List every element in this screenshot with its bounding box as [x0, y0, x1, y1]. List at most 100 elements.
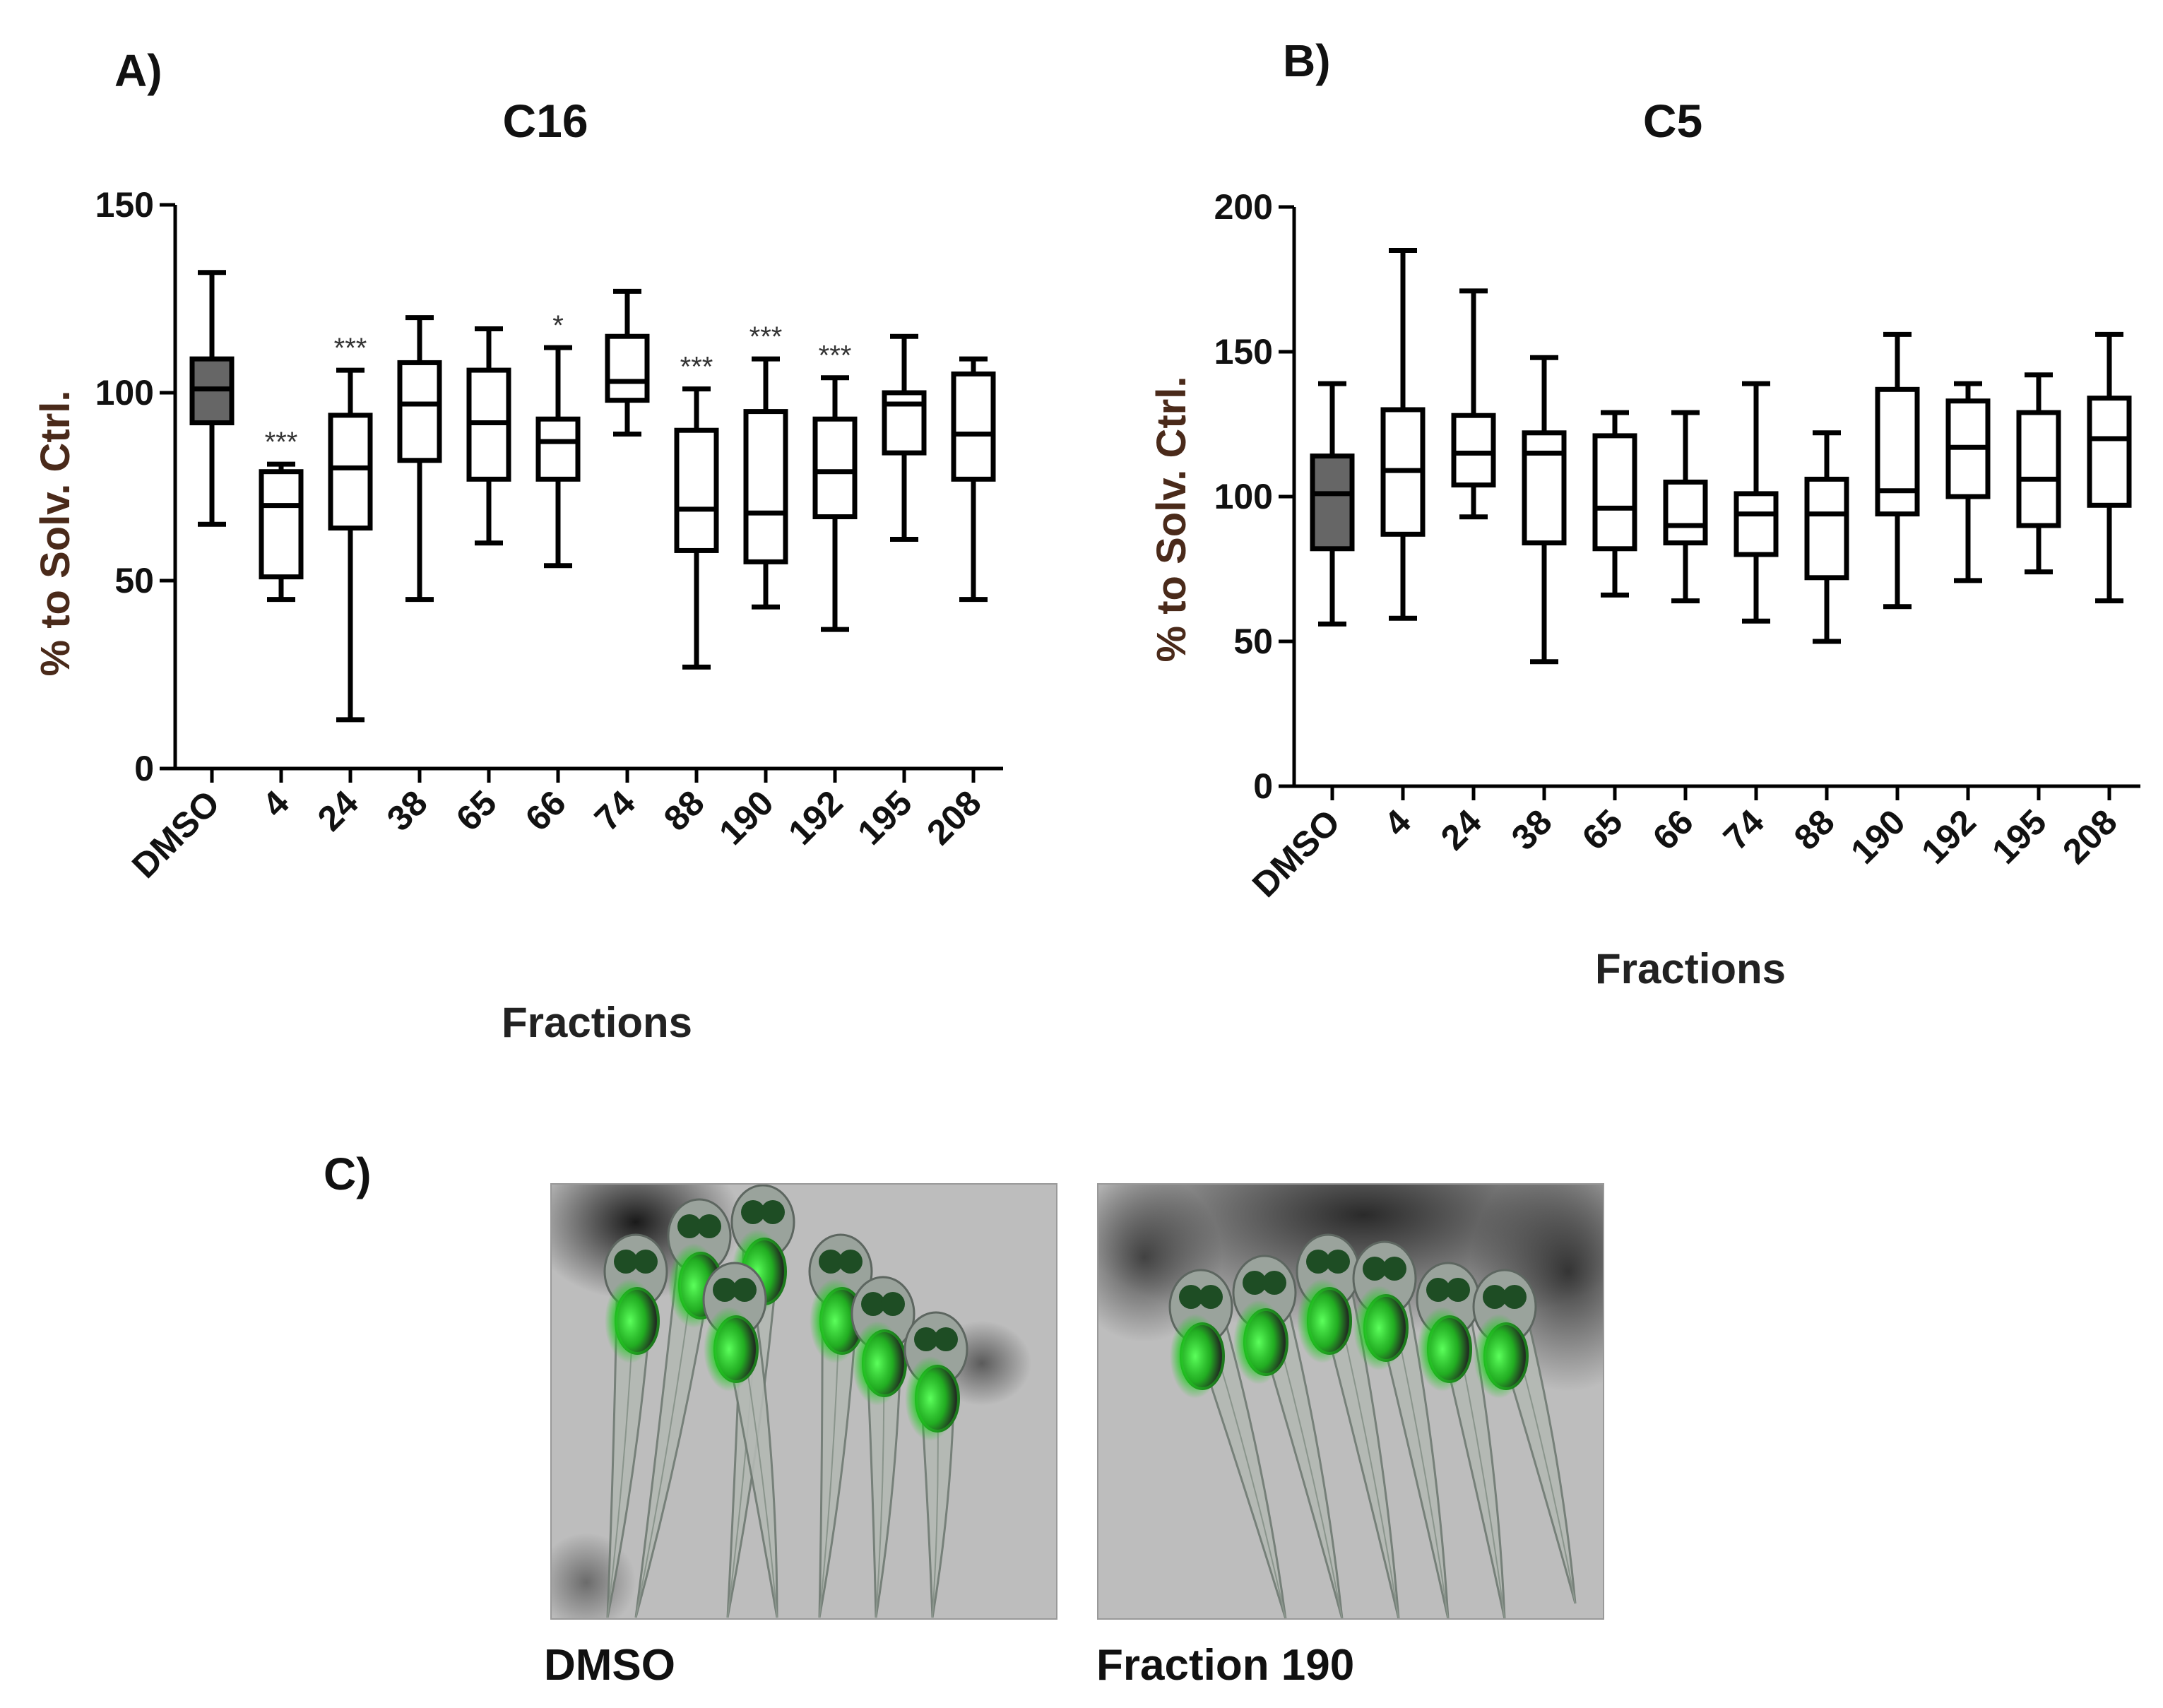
box-195 [882, 333, 927, 542]
x-tick-label: 74 [587, 783, 643, 838]
y-tick-label: 100 [1214, 477, 1273, 516]
x-tick-label: 192 [781, 783, 851, 853]
micrograph-fraction-190 [1098, 1184, 1604, 1619]
larva [903, 1311, 968, 1618]
x-tick-label: 65 [449, 783, 504, 838]
y-axis-title: % to Solv. Ctrl. [32, 391, 78, 677]
box-4: *** [259, 427, 304, 603]
y-tick-label: 0 [134, 749, 154, 788]
box-190 [1875, 331, 1920, 610]
chart-c5: C5 % to Solv. Ctrl. Fractions 0 50 100 150 2… [1149, 95, 2140, 992]
boxes: **************** [189, 270, 996, 723]
y-ticks: 0 50 100 150 200 [1214, 187, 1294, 806]
panel-label-a: A) [114, 45, 162, 96]
box-195 [2016, 372, 2061, 575]
larva [1472, 1269, 1577, 1604]
y-tick-label: 200 [1214, 187, 1273, 227]
y-tick-label: 150 [95, 185, 154, 225]
box-192: *** [812, 340, 858, 632]
x-tick-label: 208 [2055, 802, 2125, 872]
iqr-box [951, 371, 996, 482]
box-4 [1380, 248, 1426, 621]
x-axis-title: Fractions [502, 999, 692, 1046]
panel-label-c: C) [324, 1149, 372, 1199]
x-tick-label: DMSO [124, 783, 227, 886]
iqr-box [1451, 413, 1496, 488]
x-tick-label: 195 [1984, 802, 2054, 872]
box-24: *** [328, 333, 373, 723]
x-tick-label: 190 [1843, 802, 1913, 872]
box-65 [466, 326, 511, 546]
iqr-box [1875, 386, 1920, 517]
larva [1352, 1240, 1450, 1619]
iqr-box [1663, 480, 1708, 546]
caption-dmso: DMSO [544, 1641, 675, 1690]
box-208 [2087, 331, 2132, 604]
x-ticks: DMSO 4 24 38 65 66 74 88 190 192 195 208 [124, 769, 989, 886]
significance-marker: *** [749, 321, 783, 352]
chart-c16: C16 % to Solv. Ctrl. Fractions 0 50 100 150… [32, 95, 1003, 1046]
y-tick-label: 50 [1233, 622, 1273, 661]
iqr-box [1804, 476, 1849, 581]
iqr-box [1522, 430, 1567, 546]
larvae-group [1168, 1233, 1577, 1619]
x-tick-label: 66 [1645, 802, 1701, 858]
larva [1232, 1255, 1344, 1619]
x-tick-label: 195 [850, 783, 920, 853]
boxes [1310, 248, 2132, 665]
x-tick-label: 88 [656, 783, 712, 838]
panel-label-b: B) [1283, 35, 1331, 86]
box-DMSO [1310, 381, 1355, 627]
x-tick-label: 190 [711, 783, 781, 853]
box-88 [1804, 430, 1849, 644]
larva [603, 1233, 668, 1618]
larva [1416, 1262, 1506, 1619]
box-DMSO [189, 270, 235, 527]
x-ticks: DMSO 4 24 38 65 66 74 88 190 192 195 208 [1245, 786, 2125, 905]
x-tick-label: 65 [1575, 802, 1630, 858]
x-tick-label: 4 [255, 783, 297, 824]
iqr-box [812, 416, 858, 520]
box-66 [1663, 410, 1708, 604]
chart-title: C5 [1643, 95, 1702, 147]
box-192 [1945, 381, 1991, 583]
x-tick-label: 88 [1786, 802, 1842, 858]
chart-title: C16 [502, 95, 588, 147]
x-tick-label: 38 [379, 783, 435, 838]
x-tick-label: 208 [919, 783, 989, 853]
significance-marker: *** [680, 352, 713, 383]
y-axis-title: % to Solv. Ctrl. [1149, 376, 1195, 663]
iqr-box [1592, 433, 1637, 552]
larvae-group [603, 1184, 968, 1618]
box-38 [397, 315, 442, 603]
iqr-box [2016, 410, 2061, 528]
box-65 [1592, 410, 1637, 598]
larva [851, 1276, 915, 1618]
x-axis-title: Fractions [1595, 945, 1786, 992]
larva [702, 1262, 778, 1618]
iqr-box [535, 416, 581, 482]
caption-fraction-190: Fraction 190 [1096, 1641, 1354, 1690]
x-tick-label: 24 [310, 783, 366, 838]
iqr-box [328, 413, 373, 531]
y-tick-label: 50 [114, 561, 154, 600]
significance-marker: * [552, 310, 564, 341]
iqr-box [674, 427, 719, 553]
y-ticks: 0 50 100 150 [95, 185, 175, 788]
iqr-box [605, 333, 650, 403]
box-74 [1734, 381, 1779, 624]
y-tick-label: 100 [95, 373, 154, 413]
x-tick-label: 24 [1433, 802, 1489, 858]
iqr-box [2087, 396, 2132, 508]
iqr-box [397, 360, 442, 463]
iqr-box [1734, 491, 1779, 557]
box-38 [1522, 355, 1567, 665]
significance-marker: *** [819, 340, 852, 372]
box-190: *** [743, 321, 788, 610]
box-66: * [535, 310, 581, 569]
x-tick-label: 38 [1504, 802, 1560, 858]
larva [808, 1233, 873, 1618]
significance-marker: *** [334, 333, 367, 364]
box-24 [1451, 288, 1496, 520]
